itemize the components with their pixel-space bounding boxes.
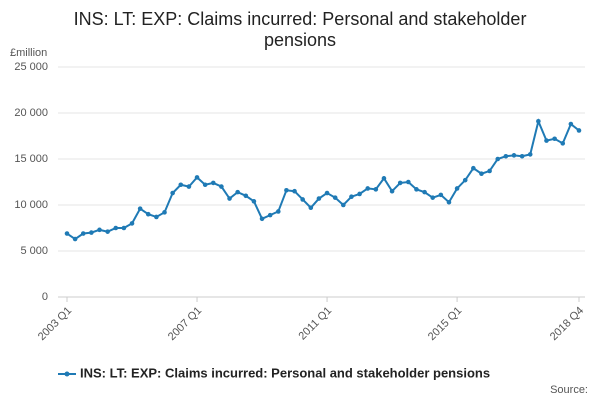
y-tick-label: 0	[42, 291, 48, 303]
data-point	[544, 138, 549, 143]
data-point	[202, 182, 208, 188]
data-point	[552, 136, 557, 142]
data-point	[560, 141, 566, 146]
data-point	[519, 153, 525, 159]
data-point	[129, 221, 135, 226]
data-point	[259, 216, 265, 222]
data-point	[251, 199, 257, 204]
data-point	[365, 186, 370, 191]
data-point	[267, 212, 273, 218]
data-point	[430, 195, 436, 200]
data-point	[308, 205, 314, 211]
data-point	[576, 128, 582, 133]
data-point	[446, 199, 452, 205]
data-point	[121, 225, 127, 231]
data-point	[243, 193, 249, 199]
data-point	[422, 189, 427, 195]
data-point	[137, 206, 143, 211]
x-tick-label: 2007 Q1	[166, 305, 204, 343]
source-label: Source:	[550, 384, 588, 396]
data-point	[194, 175, 200, 180]
data-point	[227, 196, 232, 201]
data-point	[454, 186, 460, 191]
data-point	[80, 231, 86, 236]
y-tick-label: 25 000	[14, 61, 48, 73]
data-point	[397, 180, 403, 186]
x-tick-label: 2003 Q1	[36, 305, 74, 343]
data-point	[495, 156, 501, 162]
data-point	[349, 194, 354, 200]
y-tick-label: 10 000	[14, 199, 48, 211]
data-line	[66, 118, 580, 241]
data-point	[292, 188, 297, 194]
data-point	[162, 210, 167, 215]
data-point	[389, 188, 395, 194]
data-point	[487, 168, 492, 174]
data-point	[276, 209, 281, 214]
data-point	[462, 177, 468, 183]
data-point	[219, 184, 224, 189]
legend-marker	[64, 371, 70, 377]
data-point	[373, 187, 379, 192]
data-point	[113, 225, 119, 231]
x-tick-label: 2018 Q4	[548, 305, 586, 343]
data-point	[332, 195, 338, 200]
data-point	[568, 121, 574, 127]
data-point	[438, 192, 444, 198]
data-point	[357, 191, 362, 197]
chart-title: pensions	[264, 30, 336, 50]
y-tick-label: 15 000	[14, 153, 48, 165]
data-point	[210, 180, 216, 186]
y-axis-label: £million	[10, 47, 47, 59]
data-point	[89, 230, 94, 235]
data-point	[105, 229, 110, 234]
data-point	[72, 236, 78, 242]
y-tick-label: 20 000	[14, 107, 48, 119]
data-point	[381, 176, 387, 181]
data-point	[324, 190, 330, 196]
chart-title: INS: LT: EXP: Claims incurred: Personal …	[74, 9, 527, 29]
data-point	[300, 197, 305, 202]
data-point	[503, 153, 509, 159]
data-point	[284, 187, 289, 193]
x-tick-label: 2011 Q1	[296, 305, 334, 343]
data-point	[145, 211, 151, 217]
data-point	[479, 171, 484, 177]
data-point	[178, 182, 184, 188]
data-point	[316, 196, 322, 201]
data-point	[414, 187, 419, 192]
data-point	[341, 202, 346, 208]
data-point	[406, 179, 411, 185]
data-point	[235, 189, 240, 195]
data-point	[471, 165, 476, 171]
x-tick-label: 2015 Q1	[426, 305, 464, 343]
data-point	[170, 190, 175, 196]
data-point	[64, 231, 70, 236]
data-point	[511, 153, 517, 158]
data-point	[186, 184, 192, 189]
data-point	[536, 118, 541, 124]
data-point	[97, 227, 102, 233]
legend-label: INS: LT: EXP: Claims incurred: Personal …	[80, 365, 490, 380]
y-tick-label: 5 000	[20, 245, 48, 257]
data-point	[154, 214, 159, 220]
data-point	[527, 152, 533, 157]
